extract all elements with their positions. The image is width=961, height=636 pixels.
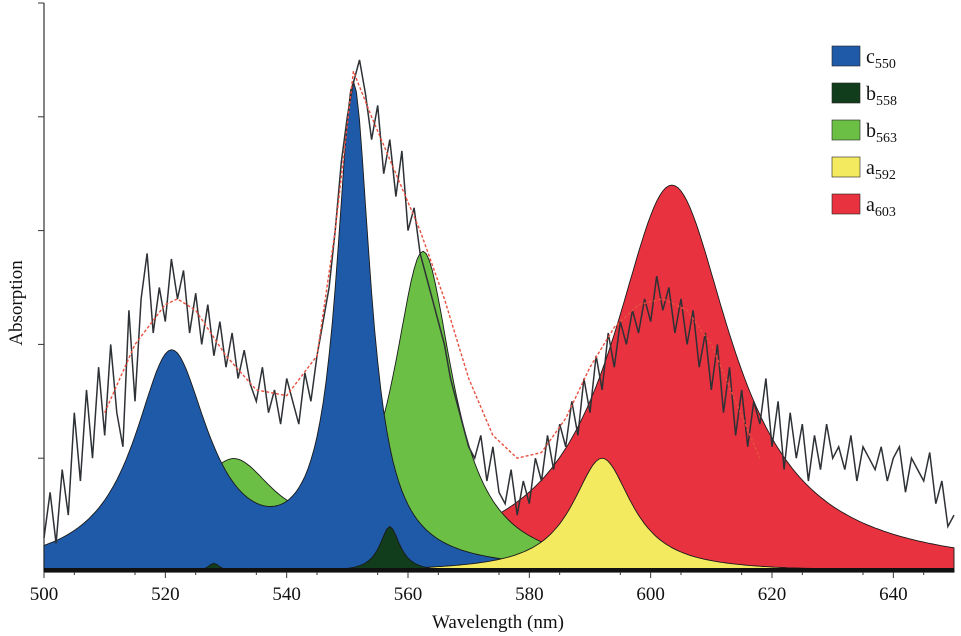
legend: c550 b558 b563 a592 a603 [831,45,897,220]
x-tick-label: 620 [758,584,787,605]
legend-swatch-c550 [831,45,861,67]
x-axis-title: Wavelength (nm) [432,612,564,633]
legend-label-b563: b563 [866,120,897,146]
x-tick-label: 500 [30,584,59,605]
y-axis-title: Absorption [6,260,27,346]
x-tick-label: 520 [151,584,180,605]
x-tick-label: 580 [515,584,544,605]
y-ticks [38,2,44,459]
component-areas [43,79,955,573]
legend-swatch-b563 [831,119,861,141]
legend-label-a592: a592 [866,157,896,183]
fit-curve [104,71,761,459]
measured-spectrum [43,59,955,544]
baseline-strip [44,568,954,572]
legend-label-b558: b558 [866,83,897,109]
legend-swatch-a592 [831,156,861,178]
legend-swatch-b558 [831,82,861,104]
x-tick-label: 540 [272,584,301,605]
fit-line [104,71,761,459]
x-tick-label: 600 [636,584,665,605]
spectrum-line [43,59,955,544]
legend-swatch-a603 [831,193,861,215]
x-tick-label: 560 [394,584,423,605]
baseline-band [44,568,954,572]
legend-label-a603: a603 [866,194,896,220]
legend-label-c550: c550 [866,46,896,72]
x-tick-label: 640 [879,584,908,605]
x-ticks: 500 520 540 560 580 600 620 640 [30,572,925,605]
